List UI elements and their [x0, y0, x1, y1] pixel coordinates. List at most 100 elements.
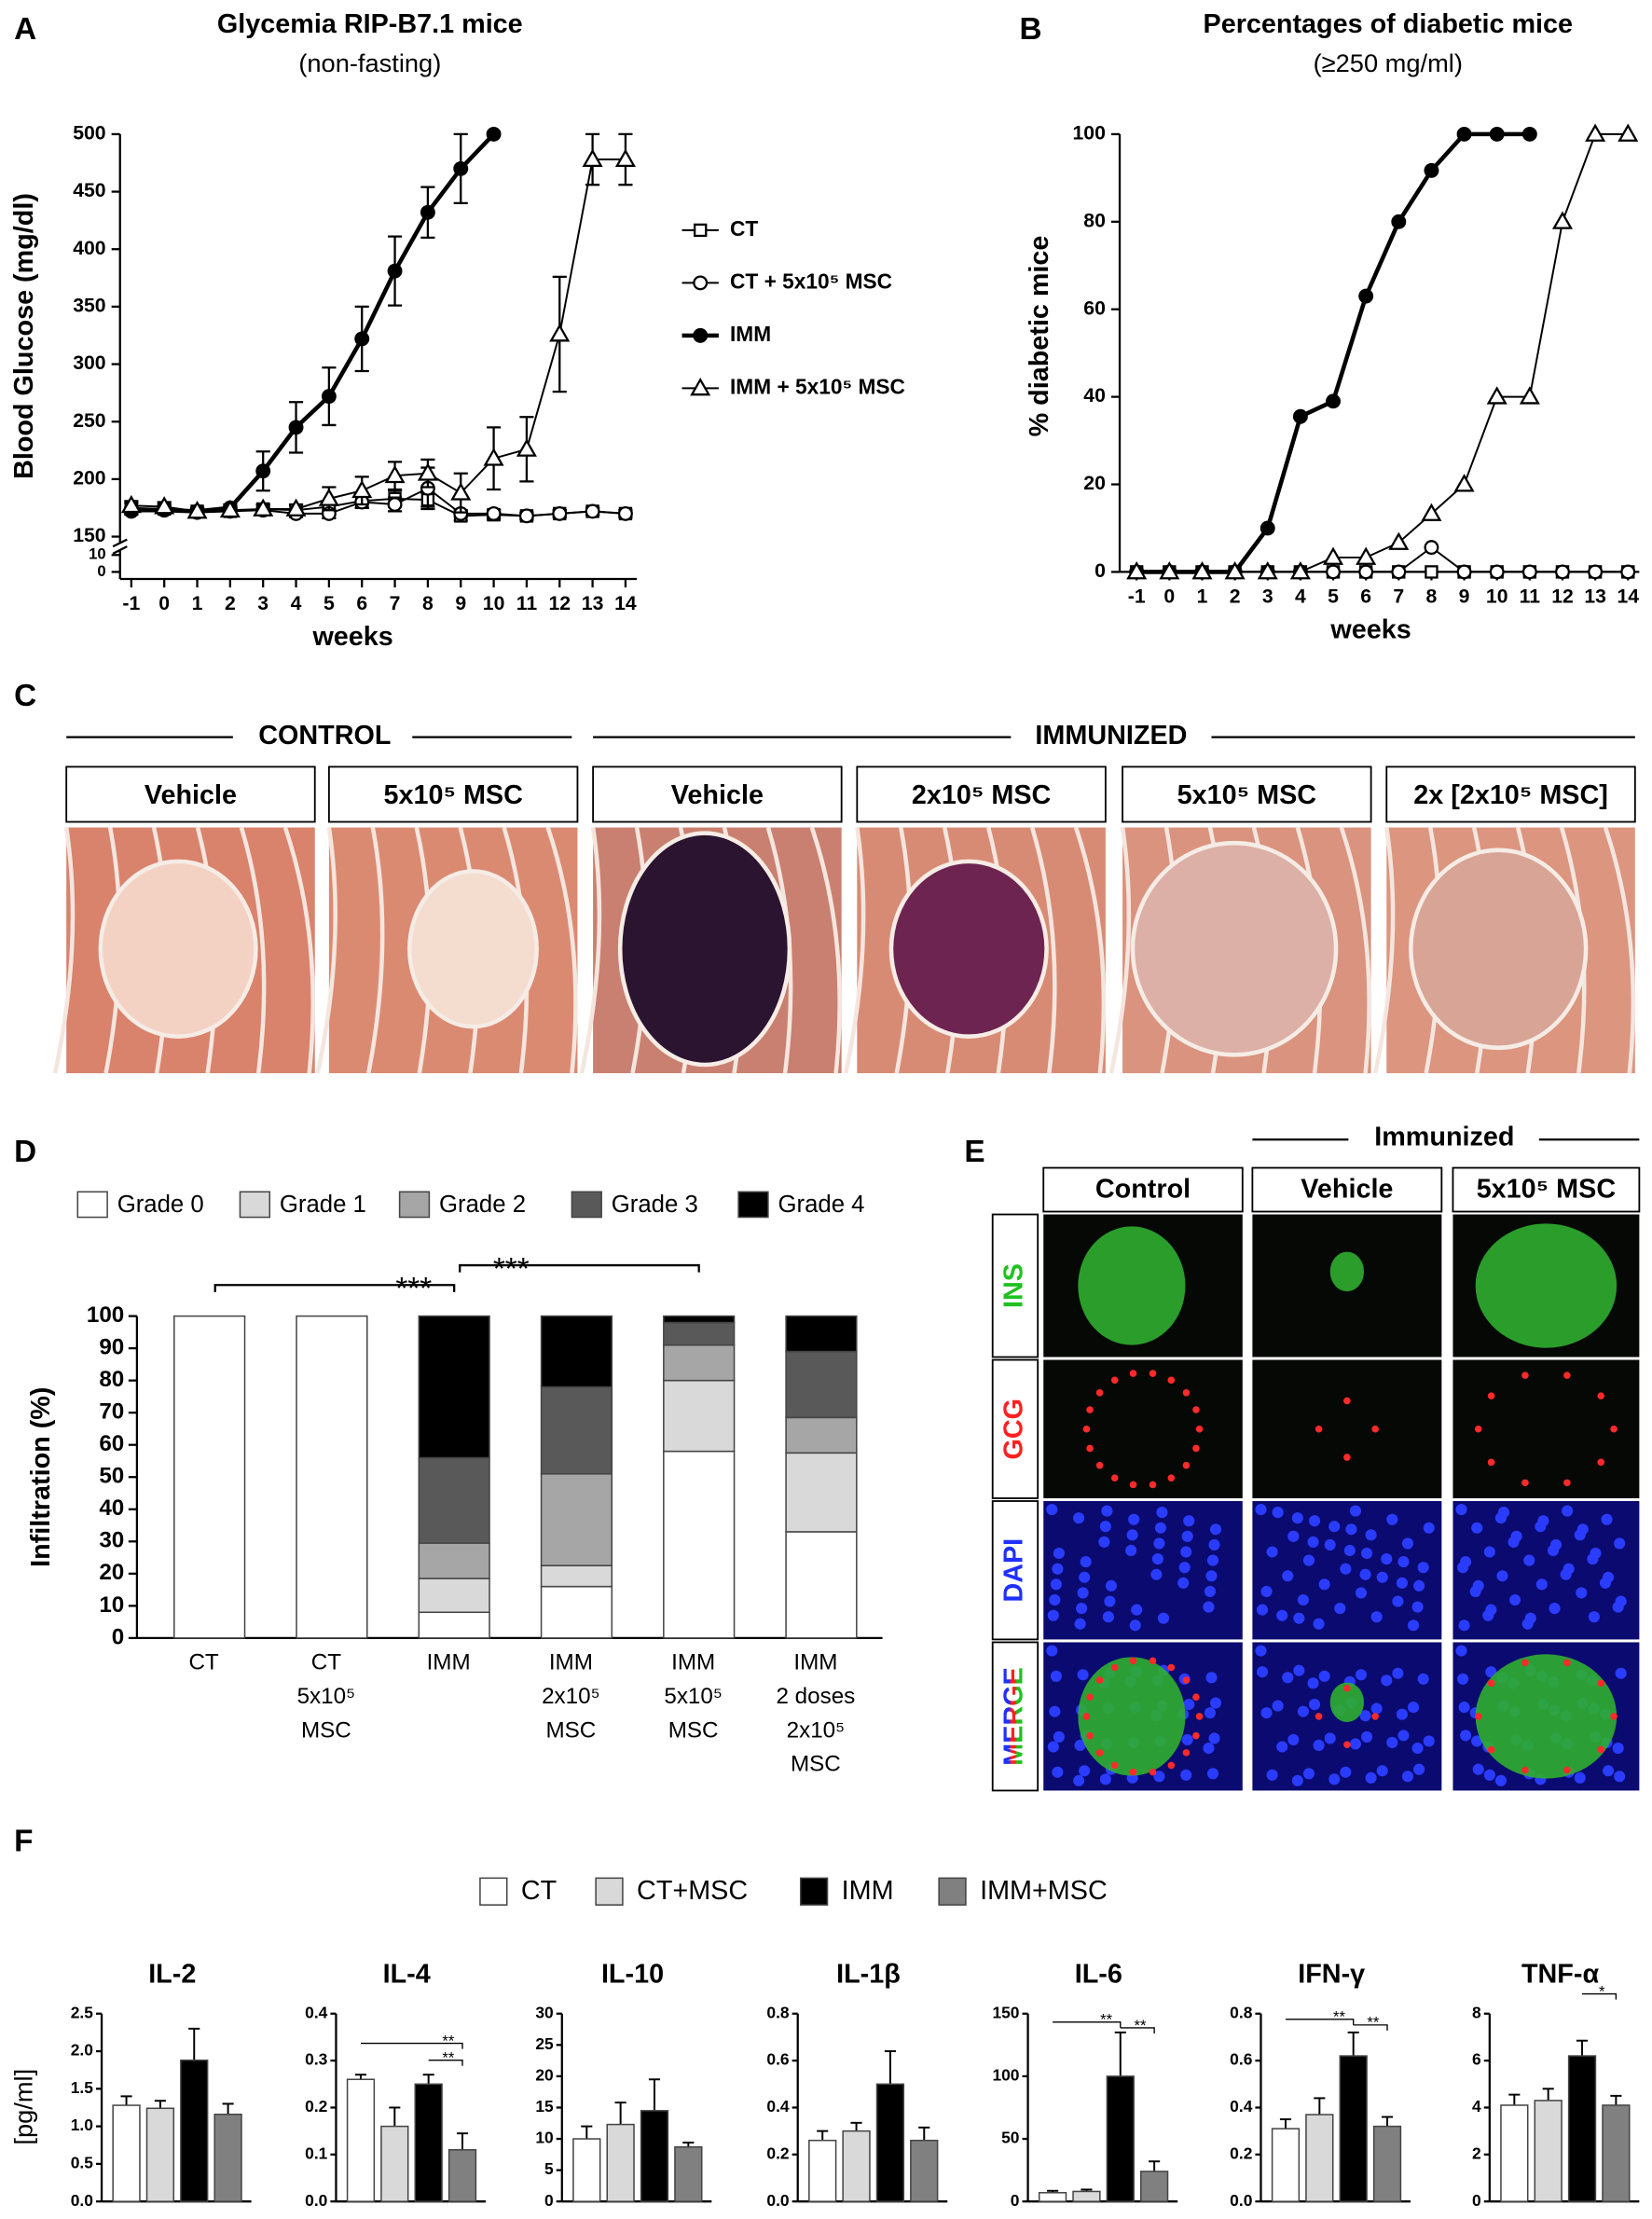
column-label: Control: [1095, 1174, 1191, 1204]
y-tick-label: 15: [535, 2097, 554, 2116]
marker: [120, 494, 142, 514]
bar: [380, 2125, 409, 2202]
significance-label: **: [1367, 2014, 1379, 2032]
nucleus: [1073, 1512, 1085, 1524]
legend-marker: [693, 327, 709, 343]
marker: [1588, 564, 1604, 580]
nucleus: [1496, 1570, 1508, 1582]
nucleus: [1297, 1705, 1309, 1717]
bar: [674, 2146, 703, 2202]
nucleus: [1386, 1513, 1398, 1525]
bar-segment: [785, 1350, 858, 1419]
panel-title: TNF-α: [1521, 1959, 1599, 1989]
nucleus: [1340, 1766, 1352, 1778]
bar: [1271, 2128, 1301, 2202]
glucagon-signal: [1110, 1663, 1119, 1672]
insulin-signal: [1078, 1226, 1186, 1345]
nucleus: [1208, 1732, 1220, 1744]
glucagon-signal: [1129, 1768, 1137, 1776]
glucagon-signal: [1082, 1713, 1091, 1720]
legend-label: Grade 0: [117, 1192, 204, 1218]
glucagon-signal: [1182, 1676, 1191, 1684]
y-tick-label: 500: [73, 123, 105, 145]
glucagon-signal: [1167, 1376, 1176, 1385]
nucleus: [1129, 1619, 1141, 1632]
nucleus: [1047, 1609, 1059, 1621]
nucleus: [1209, 1697, 1222, 1709]
bar: [1305, 2114, 1334, 2202]
nucleus: [1203, 1742, 1215, 1755]
nucleus: [1417, 1673, 1429, 1685]
nucleus: [1181, 1733, 1193, 1745]
insulin-signal: [1329, 1682, 1365, 1723]
nucleus: [1313, 1739, 1325, 1752]
nucleus: [1203, 1601, 1215, 1613]
bar-segment: [663, 1379, 736, 1453]
bar: [1339, 2055, 1368, 2202]
x-tick-label: 7: [390, 593, 401, 614]
insulin-signal: [1078, 1657, 1186, 1776]
nucleus: [1293, 1612, 1305, 1624]
label-box: [991, 1500, 1039, 1641]
glucagon-signal: [1192, 1693, 1200, 1702]
nucleus: [1101, 1505, 1113, 1517]
nucleus: [1537, 1515, 1549, 1527]
nucleus: [1260, 1707, 1273, 1719]
nucleus: [1407, 1619, 1420, 1632]
nucleus: [1455, 1504, 1467, 1516]
nucleus: [1345, 1523, 1357, 1536]
significance-label: ***: [493, 1252, 530, 1287]
glucagon-signal: [1315, 1425, 1323, 1433]
nucleus: [1052, 1766, 1064, 1778]
significance-label: **: [1100, 2011, 1112, 2029]
y-tick-label: 20: [535, 2065, 553, 2084]
nucleus: [1079, 1571, 1091, 1583]
nucleus: [1050, 1578, 1062, 1591]
tissue-septum: [239, 826, 267, 1074]
x-tick-label: 2x10⁵: [542, 1684, 600, 1709]
tissue-septum: [315, 827, 337, 1074]
y-tick-label: 0.4: [766, 2097, 790, 2116]
nucleus: [1153, 1771, 1165, 1783]
y-axis-label: % diabetic mice: [1025, 236, 1054, 437]
nucleus: [1370, 1611, 1383, 1623]
significance-bracket: [213, 1284, 456, 1292]
bar-segment: [540, 1315, 613, 1388]
x-tick-label: 5x10⁵: [297, 1684, 356, 1709]
glucagon-signal: [1149, 1370, 1157, 1377]
nucleus: [1287, 1733, 1300, 1745]
y-tick-label: 0: [97, 562, 105, 580]
nucleus: [1376, 1571, 1388, 1583]
nucleus: [1073, 1774, 1085, 1786]
tissue-septum: [579, 827, 602, 1074]
marker: [483, 448, 504, 466]
y-tick-label: 400: [73, 238, 105, 259]
x-tick-label: 6: [356, 593, 367, 614]
bar: [112, 2104, 141, 2202]
glucagon-signal: [1129, 1481, 1137, 1489]
tissue-septum: [1603, 826, 1636, 1074]
nucleus: [1287, 1530, 1300, 1542]
legend-swatch: [239, 1191, 271, 1219]
nucleus: [1307, 1677, 1319, 1689]
legend-swatch: [737, 1191, 769, 1219]
nucleus: [1523, 1554, 1535, 1566]
x-tick-label: 2x10⁵: [787, 1717, 846, 1743]
y-axis-label: [pg/ml]: [8, 2069, 37, 2145]
series-line: [1136, 545, 1629, 573]
glucagon-signal: [1129, 1657, 1137, 1665]
nucleus: [1077, 1669, 1089, 1681]
nucleus: [1365, 1529, 1377, 1541]
nucleus: [1297, 1593, 1309, 1606]
legend-label: Grade 3: [612, 1192, 698, 1218]
y-tick-label: 80: [1083, 210, 1106, 231]
nucleus: [1324, 1538, 1336, 1551]
legend-label: Grade 1: [280, 1192, 366, 1218]
nucleus: [1343, 1544, 1356, 1557]
islet: [888, 859, 1049, 1039]
axis-break: [112, 545, 128, 555]
nucleus: [1151, 1553, 1163, 1565]
x-tick-label: 10: [1486, 586, 1508, 607]
nucleus: [1549, 1603, 1561, 1615]
glucagon-signal: [1597, 1679, 1605, 1688]
